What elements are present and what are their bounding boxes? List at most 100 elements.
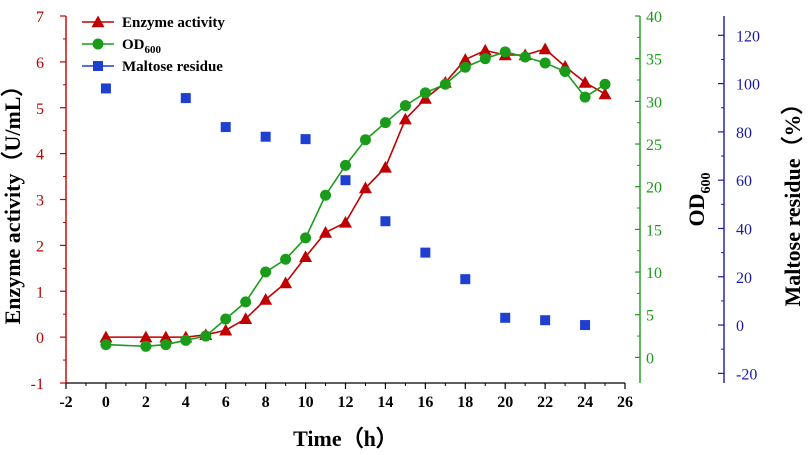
enzyme-activity-point bbox=[538, 42, 552, 55]
od600-point bbox=[359, 134, 371, 146]
enzyme-tick-label: 3 bbox=[36, 193, 44, 210]
od600-point bbox=[379, 117, 391, 129]
od600-point bbox=[160, 339, 172, 351]
od600-point bbox=[439, 78, 451, 90]
od-tick-label: 40 bbox=[646, 9, 662, 26]
maltose-tick-label: 40 bbox=[736, 221, 752, 238]
x-tick-label: -2 bbox=[59, 394, 72, 411]
legend-item-enzyme-activity: Enzyme activity bbox=[82, 15, 225, 31]
od600-point bbox=[459, 61, 471, 73]
od-tick-label: 35 bbox=[646, 52, 662, 69]
maltose-residue-point bbox=[300, 134, 311, 145]
maltose-tick-label: 60 bbox=[736, 173, 752, 190]
x-tick-label: 22 bbox=[537, 394, 553, 411]
x-axis-title: Time（h） bbox=[293, 426, 398, 451]
legend-item-maltose-residue: Maltose residue bbox=[82, 59, 223, 75]
enzyme-activity-point bbox=[259, 293, 273, 305]
x-tick-label: 16 bbox=[417, 394, 433, 411]
enzyme-activity-point bbox=[339, 215, 352, 228]
maltose-residue-point bbox=[220, 122, 231, 133]
legend-label: OD600 bbox=[122, 37, 162, 56]
enzyme-activity-point bbox=[458, 53, 472, 65]
od600-point bbox=[180, 334, 192, 346]
od-tick-label: 10 bbox=[646, 265, 662, 282]
maltose-residue-point bbox=[540, 315, 551, 326]
maltose-tick-label: 100 bbox=[736, 77, 760, 94]
enzyme-activity-axis: -1 0 1 2 3 4 5 6 7 Enzyme activity（U/mL） bbox=[0, 9, 67, 393]
x-tick-label: 6 bbox=[222, 394, 230, 411]
legend-marker bbox=[93, 61, 103, 71]
od-tick-label: 0 bbox=[646, 350, 654, 367]
od600-point bbox=[200, 330, 212, 342]
maltose-residue-point bbox=[500, 312, 511, 323]
legend-label: Maltose residue bbox=[122, 59, 223, 75]
enzyme-activity-point bbox=[598, 87, 612, 100]
od600-point bbox=[479, 53, 491, 65]
x-tick-label: 14 bbox=[377, 394, 393, 411]
enzyme-activity-point bbox=[478, 43, 492, 56]
enzyme-tick-label: 5 bbox=[36, 101, 44, 118]
legend: Enzyme activity OD600 Maltose residue bbox=[82, 15, 225, 75]
legend-label-sub: 600 bbox=[145, 44, 162, 56]
od-tick-label: 25 bbox=[646, 137, 662, 154]
series-layer bbox=[99, 42, 612, 352]
legend-marker bbox=[91, 15, 105, 28]
enzyme-activity-point bbox=[239, 312, 253, 324]
legend-item-od600: OD600 bbox=[82, 37, 162, 56]
x-tick-label: 4 bbox=[182, 394, 190, 411]
enzyme-tick-label: -1 bbox=[31, 376, 44, 393]
od600-point bbox=[399, 100, 411, 112]
od600-point bbox=[300, 232, 312, 244]
legend-label: Enzyme activity bbox=[122, 15, 225, 31]
maltose-residue-axis: -20 0 20 40 60 80 100 120 Maltose residue（%） bbox=[718, 16, 805, 383]
enzyme-activity-line bbox=[105, 48, 606, 338]
x-tick-label: 0 bbox=[102, 394, 110, 411]
x-tick-label: 10 bbox=[298, 394, 314, 411]
od-axis-title: OD600 bbox=[684, 173, 714, 227]
od-tick-label: 20 bbox=[646, 180, 662, 197]
x-tick-label: 24 bbox=[577, 394, 593, 411]
enzyme-axis-title: Enzyme activity（U/mL） bbox=[0, 75, 25, 325]
x-tick-label: 18 bbox=[457, 394, 473, 411]
od-tick-label: 30 bbox=[646, 94, 662, 111]
maltose-residue-point bbox=[180, 93, 191, 104]
legend-label-main: OD bbox=[122, 37, 145, 53]
enzyme-tick-label: 4 bbox=[36, 147, 44, 164]
od600-point bbox=[220, 313, 232, 325]
enzyme-activity-point bbox=[159, 330, 173, 343]
od600-point bbox=[599, 78, 611, 90]
x-tick-label: 12 bbox=[338, 394, 354, 411]
maltose-residue-point bbox=[420, 247, 431, 258]
enzyme-tick-label: 0 bbox=[36, 330, 44, 347]
enzyme-tick-label: 6 bbox=[36, 55, 44, 72]
x-tick-label: 8 bbox=[262, 394, 270, 411]
enzyme-activity-point bbox=[378, 160, 392, 173]
maltose-tick-label: 80 bbox=[736, 125, 752, 142]
od600-point bbox=[579, 91, 591, 103]
od600-point bbox=[539, 57, 551, 69]
maltose-tick-label: 120 bbox=[736, 28, 760, 45]
enzyme-activity-point bbox=[578, 76, 592, 88]
od600-point bbox=[260, 266, 272, 278]
od600-point bbox=[340, 159, 351, 171]
od600-point bbox=[320, 189, 332, 201]
maltose-residue-point bbox=[580, 320, 591, 331]
od-axis-title-sub: 600 bbox=[699, 173, 714, 194]
x-tick-label: 26 bbox=[617, 394, 633, 411]
od600-point bbox=[100, 339, 112, 351]
enzyme-activity-point bbox=[99, 330, 113, 343]
maltose-residue-point bbox=[460, 274, 471, 285]
maltose-residue-point bbox=[340, 175, 351, 186]
od600-point bbox=[419, 87, 431, 99]
od600-point bbox=[499, 46, 511, 58]
legend-label-main: Enzyme activity bbox=[122, 15, 225, 31]
enzyme-activity-point bbox=[139, 330, 153, 343]
enzyme-tick-label: 2 bbox=[36, 238, 44, 255]
maltose-residue-point bbox=[260, 131, 271, 142]
enzyme-activity-point bbox=[299, 250, 313, 263]
series-enzyme-activity bbox=[99, 42, 612, 343]
od600-point bbox=[240, 296, 252, 308]
maltose-tick-label: 0 bbox=[736, 318, 744, 335]
od-tick-label: 15 bbox=[646, 222, 662, 239]
